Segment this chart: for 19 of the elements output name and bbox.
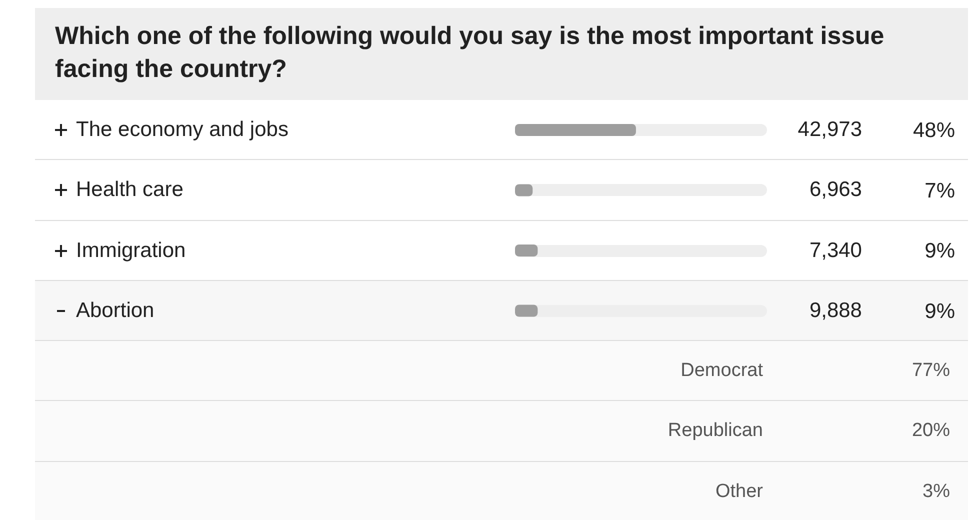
data-label: 9% — [924, 300, 955, 323]
data-label: 48% — [912, 119, 955, 142]
text: 20% — [912, 420, 950, 442]
text: 6,963 — [809, 178, 862, 202]
category-label: Health care — [76, 178, 184, 202]
category-label: Democrat — [680, 359, 763, 384]
data-label: 7% — [924, 179, 955, 202]
category-label: The economy and jobs — [76, 118, 288, 142]
category-label: Immigration — [76, 238, 186, 262]
data-label: 9% — [924, 240, 955, 262]
text: 77% — [912, 360, 950, 382]
text: 7,340 — [809, 238, 862, 263]
chart-title: Which one of the following would you say is the most important issue facing the country? — [55, 21, 886, 85]
text: 3% — [922, 480, 950, 502]
text: 9,888 — [809, 298, 862, 323]
category-label: Republican — [668, 419, 763, 444]
category-label: Abortion — [76, 298, 154, 322]
category-label: Other — [715, 480, 763, 504]
text: 42,973 — [798, 118, 862, 142]
